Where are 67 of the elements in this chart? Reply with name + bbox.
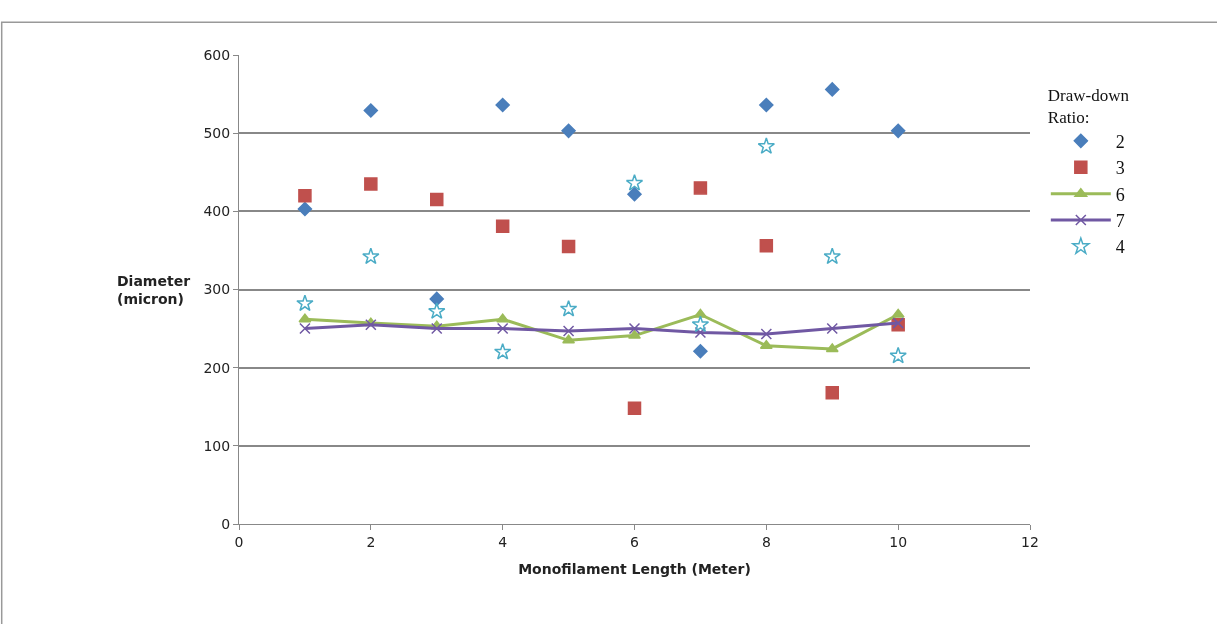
point (760, 328, 773, 340)
point (890, 123, 906, 139)
point (625, 174, 644, 191)
point (693, 344, 708, 359)
y-tick-label: 0 (221, 515, 231, 532)
point (889, 346, 907, 364)
y-tick-label: 600 (203, 46, 231, 63)
point (496, 313, 510, 323)
legend-title: Draw-down Ratio: (1047, 85, 1130, 127)
legend-label: 3 (1115, 158, 1125, 179)
x-tick-label: 0 (234, 533, 244, 550)
point (429, 291, 444, 307)
point (493, 342, 512, 360)
point (562, 334, 576, 344)
point (757, 137, 776, 155)
point (693, 181, 708, 195)
point (364, 177, 378, 191)
point (298, 313, 312, 323)
point (430, 192, 444, 207)
point (825, 385, 839, 400)
point (365, 318, 377, 331)
x-tick-label: 8 (761, 533, 771, 550)
point (825, 343, 839, 353)
point (362, 247, 380, 265)
point (561, 123, 576, 139)
point (825, 82, 840, 97)
point (296, 294, 314, 312)
point (691, 315, 710, 333)
y-tick-label: 100 (203, 437, 231, 454)
y-tick-label: 200 (203, 359, 231, 376)
point (693, 308, 707, 318)
point (431, 322, 443, 335)
point (495, 219, 510, 233)
x-tick-label: 10 (889, 533, 908, 550)
point (495, 97, 510, 113)
x-tick-label: 12 (1021, 533, 1039, 550)
point (826, 322, 838, 335)
point (496, 322, 509, 335)
point (759, 97, 774, 113)
y-axis-title: Diameter (micron) (117, 273, 191, 308)
x-tick-label: 6 (630, 533, 640, 550)
point (561, 239, 576, 254)
point (628, 322, 641, 335)
point (694, 326, 707, 339)
point (297, 201, 313, 217)
point (299, 322, 311, 335)
point (298, 188, 312, 203)
point (559, 299, 578, 317)
y-tick-label: 400 (203, 203, 231, 220)
legend-label: 7 (1115, 211, 1125, 232)
x-tick-label: 4 (498, 533, 508, 550)
point (891, 308, 905, 318)
legend-label: 4 (1115, 237, 1125, 258)
point (428, 302, 446, 319)
point (759, 340, 773, 350)
point (627, 401, 642, 416)
y-tick-label: 300 (203, 281, 231, 298)
point (823, 247, 841, 265)
point (363, 103, 379, 118)
point (562, 325, 575, 337)
y-tick-label: 500 (203, 125, 231, 142)
x-axis-title: Monofilament Length (Meter) (518, 561, 751, 578)
legend-label: 6 (1115, 184, 1125, 205)
point (759, 238, 774, 253)
point (627, 186, 642, 202)
x-tick-label: 2 (366, 533, 376, 550)
legend-label: 2 (1115, 131, 1125, 152)
